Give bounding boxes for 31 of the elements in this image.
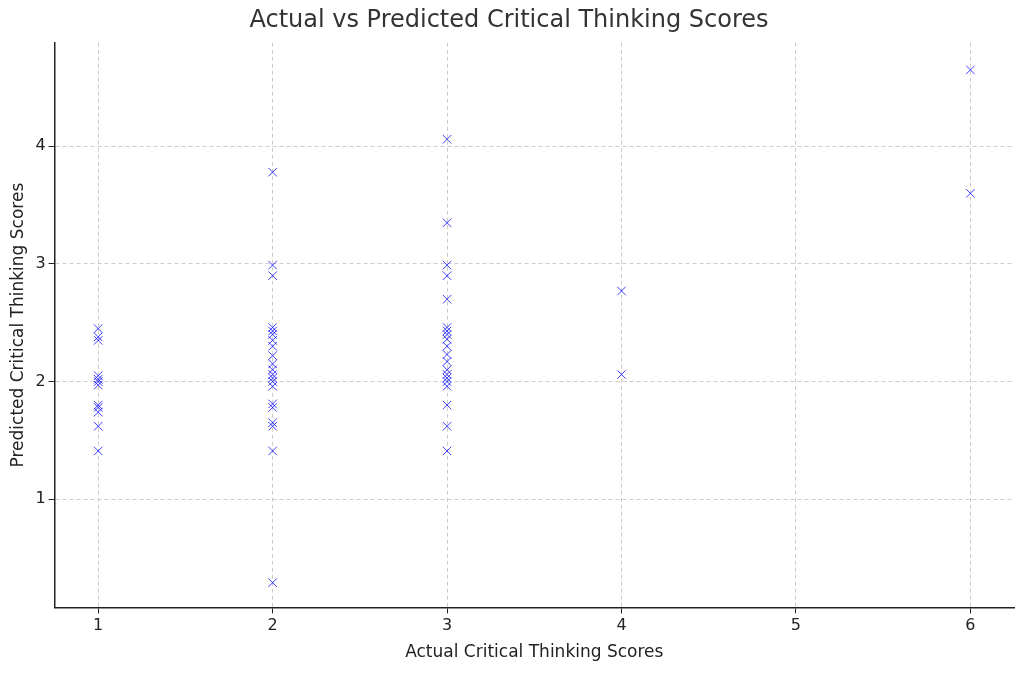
x-tick-label: 3 (441, 615, 453, 635)
point (267, 446, 278, 456)
x-axis-title: Actual Critical Thinking Scores (405, 641, 664, 662)
point (93, 446, 103, 456)
x-tick-label: 2 (267, 615, 278, 635)
point (267, 577, 278, 588)
y-axis-title: Predicted Critical Thinking Scores (6, 182, 27, 468)
y-tick-label: 2 (35, 370, 46, 390)
point (442, 134, 452, 144)
point (965, 188, 976, 199)
point (442, 446, 452, 456)
x-tick-label: 5 (790, 615, 802, 635)
point (267, 417, 278, 428)
x-tick-label: 6 (965, 615, 976, 635)
point (267, 402, 278, 413)
point (616, 286, 627, 296)
y-tick-label: 3 (35, 253, 46, 273)
point (267, 167, 278, 177)
point (442, 218, 452, 228)
point (965, 65, 976, 75)
point (442, 400, 452, 410)
point (93, 421, 103, 431)
chart-title: Actual vs Predicted Critical Thinking Scores (249, 4, 769, 33)
point (267, 421, 278, 431)
y-tick-label: 4 (35, 135, 46, 155)
x-tick-label: 1 (93, 615, 104, 635)
y-tick-label: 1 (35, 488, 46, 508)
point (442, 421, 452, 431)
x-tick-label: 4 (616, 615, 627, 635)
point (442, 294, 452, 304)
point (267, 399, 278, 409)
